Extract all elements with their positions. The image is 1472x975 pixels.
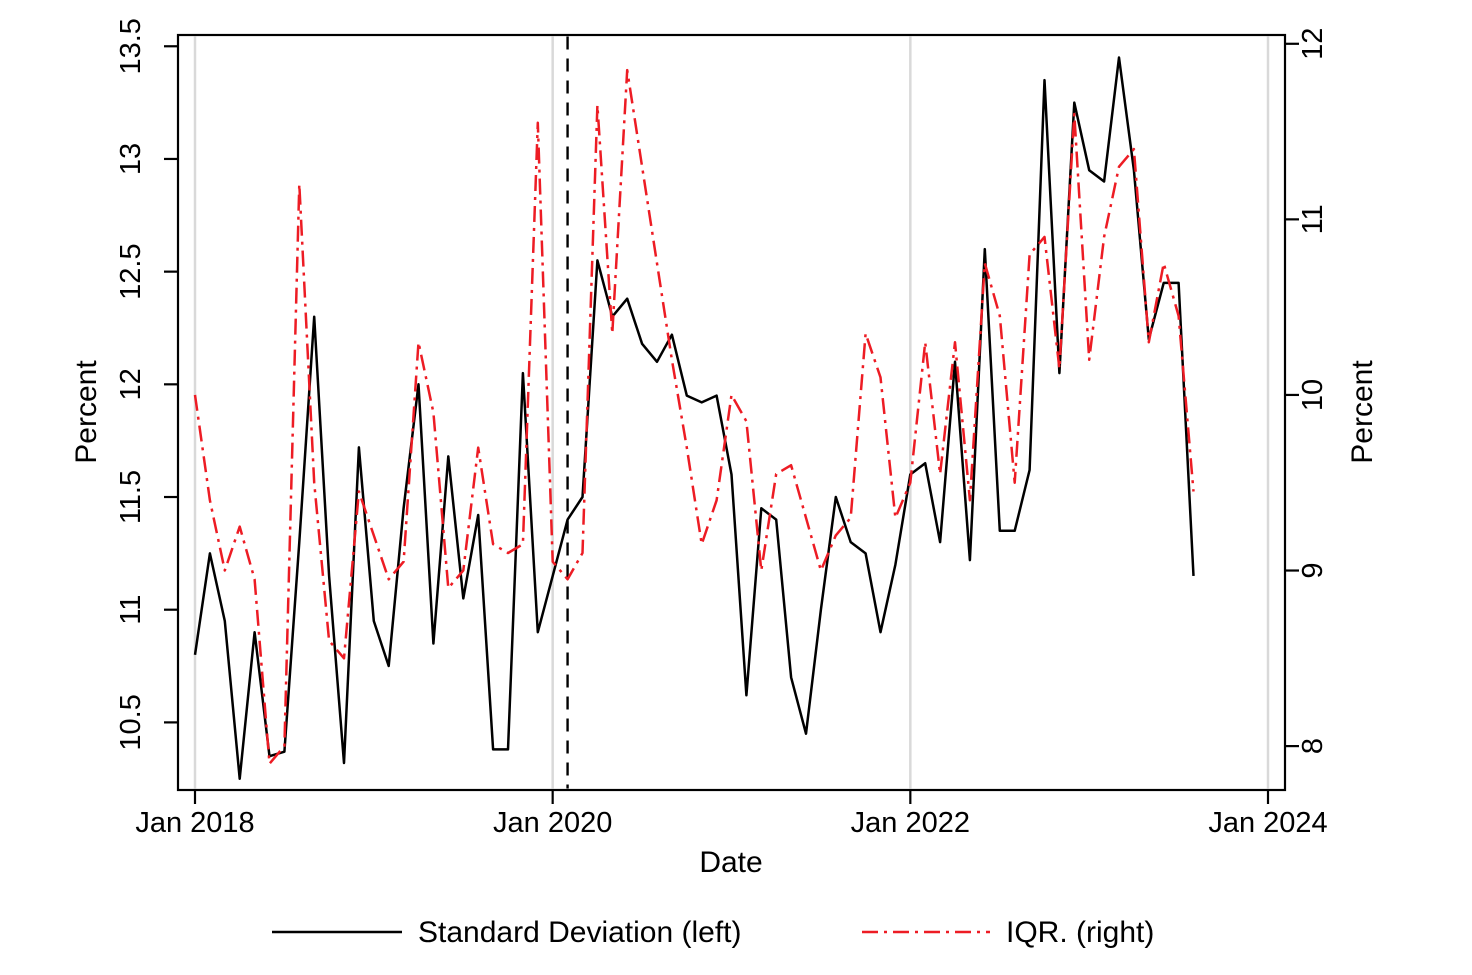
left-axis-tick-label: 12 xyxy=(115,368,147,400)
series-line-iqr xyxy=(193,68,1195,765)
right-axis-tick-label: 10 xyxy=(1297,379,1329,411)
right-axis-tick-label: 11 xyxy=(1297,204,1329,234)
vertical-gridlines xyxy=(193,36,1270,789)
right-axis-tick-label: 9 xyxy=(1297,562,1329,578)
legend-label-sd: Standard Deviation (left) xyxy=(418,916,742,949)
left-axis-tick-label: 13 xyxy=(115,143,147,175)
left-axis-tick-label: 11 xyxy=(115,595,147,625)
right-axis-tick-label: 12 xyxy=(1297,28,1329,60)
left-axis-tick-label: 12.5 xyxy=(115,243,147,299)
left-axis-tick-label: 11.5 xyxy=(115,470,147,524)
x-axis-tick-label: Jan 2024 xyxy=(1208,807,1327,839)
left-axis-title: Percent xyxy=(70,360,103,464)
axis-tick-labels: 10.5 11 11.5 12 12.5 13 13.5 8 9 10 11 12 Jan 2018 Ja… xyxy=(115,18,1329,839)
legend-item-standard-deviation: Standard Deviation (left) xyxy=(272,916,742,949)
right-axis-title: Percent xyxy=(1346,360,1379,464)
plot-frame xyxy=(176,33,1287,792)
x-axis-tick-label: Jan 2020 xyxy=(493,807,612,839)
left-axis-tick-label: 10.5 xyxy=(115,694,147,750)
right-axis-tick-label: 8 xyxy=(1297,738,1329,754)
legend-label-iqr: IQR. (right) xyxy=(1006,916,1154,949)
x-axis-tick-label: Jan 2022 xyxy=(851,807,970,839)
series-layer xyxy=(193,56,1195,780)
left-axis-tick-label: 13.5 xyxy=(115,18,147,74)
legend-item-iqr: IQR. (right) xyxy=(862,916,1154,949)
x-axis-tick-label: Jan 2018 xyxy=(135,807,254,839)
series-line-standard-deviation xyxy=(193,56,1195,780)
axis-ticks xyxy=(164,42,1299,804)
x-axis-title: Date xyxy=(699,846,762,879)
legend: Standard Deviation (left) IQR. (right) xyxy=(272,916,1154,949)
